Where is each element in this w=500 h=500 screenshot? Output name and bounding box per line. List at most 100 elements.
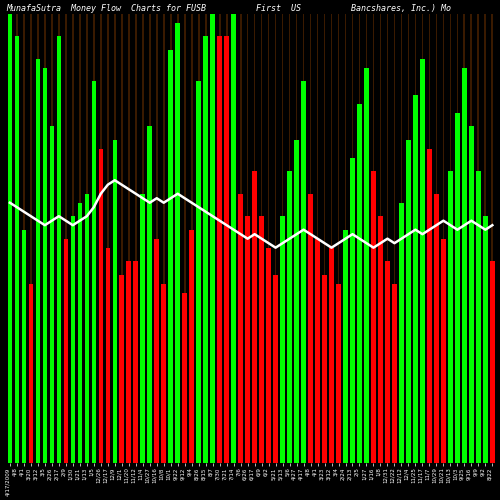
Bar	[344, 14, 346, 464]
Bar	[22, 410, 26, 464]
Bar	[483, 216, 488, 464]
Bar	[16, 14, 18, 464]
Bar	[294, 140, 299, 464]
Bar	[324, 14, 326, 464]
Bar	[56, 36, 61, 464]
Bar	[399, 202, 404, 464]
Bar	[462, 68, 466, 464]
Bar	[28, 292, 33, 464]
Bar	[288, 382, 292, 464]
Bar	[246, 14, 248, 464]
Bar	[148, 396, 152, 464]
Bar	[427, 382, 432, 464]
Bar	[492, 14, 493, 464]
Bar	[36, 59, 40, 464]
Bar	[385, 261, 390, 464]
Bar	[400, 14, 402, 464]
Bar	[455, 113, 460, 464]
Bar	[162, 292, 166, 464]
Bar	[357, 418, 362, 464]
Bar	[135, 14, 136, 464]
Bar	[162, 284, 166, 464]
Bar	[392, 306, 396, 464]
Bar	[196, 82, 201, 464]
Bar	[50, 428, 54, 464]
Bar	[470, 14, 472, 464]
Bar	[204, 436, 208, 464]
Bar	[302, 82, 306, 464]
Bar	[154, 320, 159, 464]
Bar	[238, 338, 243, 464]
Bar	[140, 374, 145, 464]
Bar	[476, 172, 480, 464]
Bar	[428, 14, 430, 464]
Bar	[22, 230, 26, 464]
Bar	[336, 284, 341, 464]
Bar	[78, 202, 82, 464]
Bar	[414, 14, 416, 464]
Bar	[296, 14, 298, 464]
Bar	[92, 82, 96, 464]
Bar	[204, 36, 208, 464]
Bar	[156, 14, 158, 464]
Bar	[469, 400, 474, 464]
Bar	[378, 351, 382, 464]
Bar	[260, 14, 262, 464]
Bar	[149, 14, 150, 464]
Bar	[182, 306, 187, 464]
Bar	[65, 14, 66, 464]
Bar	[30, 14, 32, 464]
Bar	[408, 14, 410, 464]
Bar	[441, 238, 446, 464]
Bar	[462, 428, 466, 464]
Bar	[50, 126, 54, 464]
Bar	[8, 441, 12, 464]
Bar	[190, 374, 194, 464]
Bar	[490, 261, 494, 464]
Bar	[163, 14, 164, 464]
Bar	[294, 400, 299, 464]
Bar	[434, 364, 438, 464]
Bar	[140, 194, 145, 464]
Bar	[168, 436, 173, 464]
Bar	[14, 428, 19, 464]
Bar	[184, 14, 186, 464]
Bar	[386, 14, 388, 464]
Bar	[274, 274, 278, 464]
Bar	[56, 418, 61, 464]
Bar	[343, 230, 348, 464]
Bar	[232, 14, 236, 464]
Bar	[240, 14, 242, 464]
Bar	[78, 374, 82, 464]
Bar	[107, 14, 108, 464]
Bar	[86, 14, 88, 464]
Bar	[302, 428, 306, 464]
Bar	[322, 274, 327, 464]
Bar	[84, 194, 89, 464]
Bar	[427, 149, 432, 464]
Bar	[350, 158, 355, 464]
Bar	[252, 172, 257, 464]
Bar	[224, 441, 229, 464]
Bar	[246, 216, 250, 464]
Bar	[350, 392, 355, 464]
Bar	[134, 328, 138, 464]
Bar	[232, 446, 236, 464]
Bar	[126, 351, 131, 464]
Bar	[44, 14, 46, 464]
Bar	[316, 238, 320, 464]
Bar	[352, 14, 354, 464]
Bar	[128, 14, 130, 464]
Bar	[226, 14, 228, 464]
Bar	[170, 14, 172, 464]
Bar	[330, 338, 334, 464]
Bar	[168, 50, 173, 464]
Bar	[64, 338, 68, 464]
Bar	[121, 14, 122, 464]
Bar	[79, 14, 80, 464]
Bar	[219, 14, 220, 464]
Bar	[478, 14, 479, 464]
Bar	[464, 14, 465, 464]
Bar	[378, 216, 382, 464]
Bar	[364, 428, 369, 464]
